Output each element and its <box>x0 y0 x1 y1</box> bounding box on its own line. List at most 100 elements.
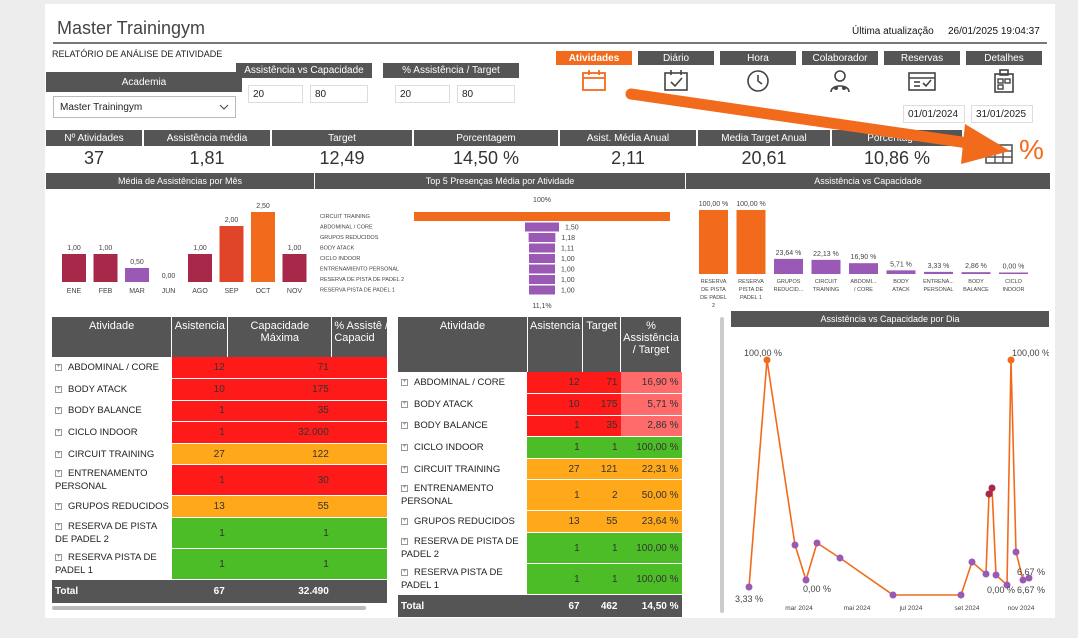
data-point[interactable] <box>1019 576 1027 584</box>
activity-name: + BODY ATACK <box>52 378 172 401</box>
expand-icon[interactable]: + <box>401 485 408 493</box>
table-row[interactable]: +RESERVA DE PISTA DE PADEL 2 1 1 100,00 <box>52 517 387 550</box>
table-row[interactable]: + BODY ATACK 10 175 5,71 % <box>398 393 682 416</box>
table-row[interactable]: +RESERVA PISTA DE PADEL 1 1 1 100,00 <box>52 548 387 581</box>
expand-icon[interactable]: + <box>55 364 62 372</box>
table-row[interactable]: + BODY ATACK 10 175 5,71 <box>52 378 387 401</box>
expand-icon[interactable]: + <box>401 538 408 546</box>
data-point[interactable] <box>982 570 990 578</box>
expand-icon[interactable]: + <box>55 523 62 531</box>
table1-col-pct[interactable]: % Assistê / Capacid <box>331 317 387 357</box>
assist-cell: 1 <box>527 436 583 459</box>
bar-value-label: 1,00 <box>99 245 113 252</box>
data-point[interactable] <box>813 539 821 547</box>
vertical-scrollbar[interactable] <box>720 317 724 613</box>
table-row[interactable]: + RESERVA DE PISTA DE PADEL 2 1 1 100,00 … <box>398 532 682 565</box>
data-point[interactable] <box>985 490 993 498</box>
expand-icon[interactable]: + <box>55 503 62 511</box>
nav-atividades-label: Atividades <box>556 51 632 65</box>
table-row[interactable]: + CIRCUIT TRAINING 27 121 22,31 % <box>398 458 682 481</box>
table-row[interactable]: + ENTRENAMENTO PERSONAL 1 2 50,00 % <box>398 479 682 512</box>
expand-icon[interactable]: + <box>401 379 408 387</box>
nav-detalhes-button[interactable]: Detalhes <box>966 51 1042 97</box>
expand-icon[interactable]: + <box>401 422 408 430</box>
data-point[interactable] <box>836 554 844 562</box>
data-point[interactable] <box>745 583 753 591</box>
activity-name-text: BODY BALANCE <box>68 405 142 417</box>
expand-icon[interactable]: + <box>401 400 408 408</box>
data-point[interactable] <box>957 591 965 599</box>
date-end-input[interactable]: 31/01/2025 <box>971 105 1033 123</box>
data-point[interactable] <box>763 356 771 364</box>
academia-select[interactable]: Master Trainingym <box>53 96 236 118</box>
chart-bar <box>251 212 275 282</box>
table-row[interactable]: + RESERVA PISTA DE PADEL 1 1 1 100,00 % <box>398 563 682 596</box>
table-row[interactable]: + ABDOMINAL / CORE 12 71 16,90 <box>52 357 387 380</box>
table-row[interactable]: + CICLO INDOOR 1 32.000 0,00 <box>52 421 387 444</box>
table1-col-assist[interactable]: Asistencia <box>171 317 229 357</box>
expand-icon[interactable]: + <box>55 554 62 562</box>
activity-name: + RESERVA DE PISTA DE PADEL 2 <box>52 517 172 550</box>
data-point[interactable] <box>992 571 1000 579</box>
table-row[interactable]: + CICLO INDOOR 1 1 100,00 % <box>398 436 682 459</box>
data-point[interactable] <box>968 558 976 566</box>
total-label: Total <box>398 594 528 617</box>
nav-diario-button[interactable]: Diário <box>638 51 714 97</box>
assist-cap-min-input[interactable]: 20 <box>248 85 303 103</box>
activity-capacity-table[interactable]: Atividade Asistencia Capacidade Máxima %… <box>52 317 387 603</box>
table-row[interactable]: + GRUPOS REDUCIDOS 13 55 23,64 % <box>398 510 682 534</box>
assist-cap-max-input[interactable]: 80 <box>310 85 368 103</box>
data-point[interactable] <box>1012 548 1020 556</box>
activity-name: + ABDOMINAL / CORE <box>52 357 172 380</box>
expand-icon[interactable]: + <box>401 569 408 577</box>
nav-colaborador-button[interactable]: Colaborador <box>802 51 878 97</box>
table-row[interactable]: + GRUPOS REDUCIDOS 13 55 23,64 <box>52 495 387 519</box>
data-point[interactable] <box>889 591 897 599</box>
table-row[interactable]: + CIRCUIT TRAINING 27 122 22,13 <box>52 443 387 466</box>
data-point[interactable] <box>1003 581 1011 589</box>
expand-icon[interactable]: + <box>401 518 408 526</box>
expand-icon[interactable]: + <box>401 444 408 452</box>
funnel-bottom-label: 11,1% <box>532 303 551 310</box>
expand-icon[interactable]: + <box>55 470 62 478</box>
data-point[interactable] <box>802 576 810 584</box>
table2-col-assist[interactable]: Asistencia <box>527 317 584 372</box>
expand-icon[interactable]: + <box>55 407 62 415</box>
chart-bar <box>811 259 841 274</box>
table-row[interactable]: + BODY BALANCE 1 35 2,86 <box>52 400 387 423</box>
kpi-card: Media Target Anual 20,61 <box>698 130 830 172</box>
percent-view-icon[interactable]: % <box>1019 134 1044 165</box>
second-cell: 71 <box>227 357 332 380</box>
table2-col-target[interactable]: Target <box>582 317 621 372</box>
expand-icon[interactable]: + <box>55 450 62 458</box>
data-point[interactable] <box>988 484 996 492</box>
pct-target-min-input[interactable]: 20 <box>395 85 450 103</box>
expand-icon[interactable]: + <box>401 465 408 473</box>
table-row[interactable]: + BODY BALANCE 1 35 2,86 % <box>398 415 682 438</box>
horizontal-scrollbar[interactable] <box>52 606 366 610</box>
data-point[interactable] <box>1025 574 1033 582</box>
table-row[interactable]: + ABDOMINAL / CORE 12 71 16,90 % <box>398 372 682 395</box>
table2-col-pct[interactable]: % Assistência / Target <box>620 317 682 372</box>
nav-hora-button[interactable]: Hora <box>720 51 796 97</box>
chart-bar <box>699 210 728 274</box>
kpi-value: 1,81 <box>189 148 225 168</box>
nav-atividades-button[interactable]: Atividades <box>556 51 632 97</box>
data-point[interactable] <box>1007 356 1015 364</box>
table2-col-activity[interactable]: Atividade <box>398 317 528 372</box>
nav-diario-label: Diário <box>638 51 714 65</box>
table-row[interactable]: +ENTRENAMENTO PERSONAL 1 30 3,33 <box>52 464 387 497</box>
report-subtitle: RELATÓRIO DE ANÁLISE DE ATIVIDADE <box>52 49 223 59</box>
update-label: Última atualização <box>852 26 934 37</box>
table1-col-capacity[interactable]: Capacidade Máxima <box>227 317 333 357</box>
pct-target-max-input[interactable]: 80 <box>457 85 515 103</box>
nav-reservas-button[interactable]: Reservas <box>884 51 960 97</box>
second-cell: 1 <box>582 532 621 565</box>
activity-name: + GRUPOS REDUCIDOS <box>398 510 528 534</box>
date-start-input[interactable]: 01/01/2024 <box>903 105 965 123</box>
expand-icon[interactable]: + <box>55 385 62 393</box>
table1-col-activity[interactable]: Atividade <box>52 317 173 357</box>
data-point[interactable] <box>791 541 799 549</box>
expand-icon[interactable]: + <box>55 429 62 437</box>
activity-target-table[interactable]: Atividade Asistencia Target % Assistênci… <box>398 317 682 617</box>
